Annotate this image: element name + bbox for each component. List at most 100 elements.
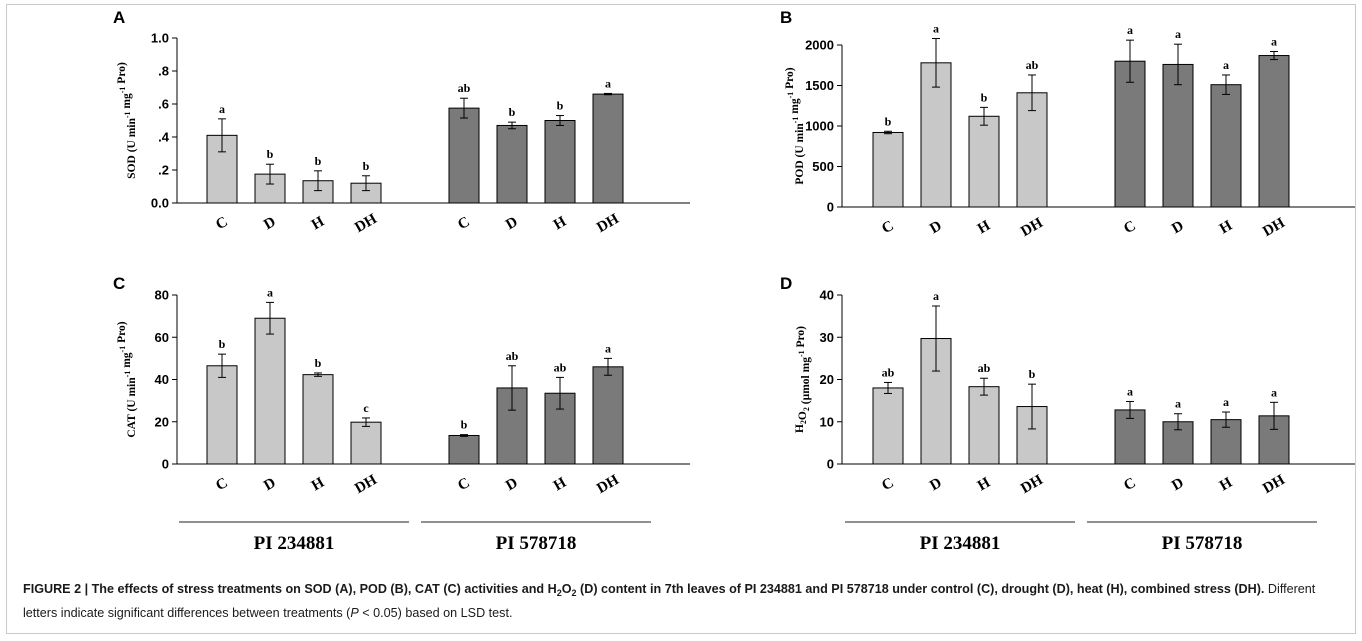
category-label: DH bbox=[352, 211, 380, 236]
significance-letter: a bbox=[1271, 34, 1277, 48]
category-label: H bbox=[309, 475, 327, 495]
y-axis-label-part: Pro) bbox=[116, 62, 128, 87]
y-axis-label: POD (U min-1 mg-1 Pro) bbox=[784, 67, 806, 184]
category-label: D bbox=[927, 218, 945, 237]
figure-frame bbox=[6, 4, 1356, 634]
bar bbox=[206, 365, 238, 465]
category-label: DH bbox=[1018, 472, 1046, 497]
significance-letter: ab bbox=[554, 360, 567, 374]
category-label: H bbox=[1217, 475, 1235, 495]
y-axis-label-part: -1 bbox=[123, 371, 132, 378]
significance-letter: b bbox=[509, 105, 516, 119]
category-label: C bbox=[879, 475, 896, 494]
significance-letter: b bbox=[461, 418, 468, 432]
y-tick-label: 60 bbox=[155, 330, 169, 345]
significance-letter: a bbox=[605, 341, 611, 355]
category-label: C bbox=[1121, 475, 1138, 494]
y-axis-label-part: Pro) bbox=[795, 326, 807, 351]
significance-letter: a bbox=[1271, 385, 1277, 399]
y-tick-label: 10 bbox=[820, 414, 834, 429]
category-label: D bbox=[503, 475, 521, 494]
y-axis-label-part: mg bbox=[121, 93, 133, 111]
y-axis-label-part: Pro) bbox=[116, 321, 128, 346]
y-axis-label-part: -1 bbox=[123, 111, 132, 118]
category-label: D bbox=[927, 475, 945, 494]
significance-letter: a bbox=[1223, 58, 1229, 72]
group-label: PI 578718 bbox=[1162, 533, 1243, 554]
significance-letter: a bbox=[1223, 395, 1229, 409]
y-tick-label: 20 bbox=[820, 372, 834, 387]
panel-letter: A bbox=[113, 8, 125, 27]
y-axis-label-part: 2 bbox=[802, 407, 811, 411]
category-label: D bbox=[261, 214, 279, 233]
significance-letter: ab bbox=[506, 349, 519, 363]
category-label: D bbox=[1169, 218, 1187, 237]
significance-letter: b bbox=[557, 99, 564, 113]
y-tick-label: 2000 bbox=[805, 38, 834, 53]
group-label: PI 578718 bbox=[496, 533, 577, 554]
panel-letter: D bbox=[780, 274, 792, 293]
significance-letter: ab bbox=[882, 365, 895, 379]
significance-letter: a bbox=[267, 285, 273, 299]
category-label: DH bbox=[594, 211, 622, 236]
bar bbox=[592, 93, 624, 204]
category-label: DH bbox=[1260, 472, 1288, 497]
panel-letter: C bbox=[113, 274, 125, 293]
y-axis-label-part: O bbox=[797, 411, 809, 420]
significance-letter: a bbox=[1175, 397, 1181, 411]
significance-letter: b bbox=[981, 90, 988, 104]
significance-letter: a bbox=[933, 289, 939, 303]
bar bbox=[448, 107, 480, 204]
bar bbox=[302, 374, 334, 465]
significance-letter: a bbox=[1175, 27, 1181, 41]
category-label: H bbox=[551, 214, 569, 234]
figure-caption: FIGURE 2 | The effects of stress treatme… bbox=[23, 579, 1353, 623]
y-axis-label-part: -1 bbox=[118, 346, 127, 353]
y-axis-label-part: CAT (U min bbox=[126, 377, 138, 438]
category-label: H bbox=[975, 475, 993, 495]
bar bbox=[206, 134, 238, 204]
group-label: PI 234881 bbox=[920, 533, 1001, 554]
y-tick-label: 1000 bbox=[805, 119, 834, 134]
significance-letter: ab bbox=[978, 361, 991, 375]
y-tick-label: 40 bbox=[820, 288, 834, 303]
caption-bold-1: FIGURE 2 | The effects of stress treatme… bbox=[23, 582, 557, 596]
y-axis-label-part: -1 bbox=[786, 92, 795, 99]
bar bbox=[1258, 55, 1290, 208]
y-tick-label: .6 bbox=[158, 97, 169, 112]
y-tick-label: 1.0 bbox=[151, 31, 169, 46]
y-axis-label: CAT (U min-1 mg-1 Pro) bbox=[116, 321, 138, 437]
bar bbox=[350, 421, 382, 465]
significance-letter: b bbox=[267, 147, 274, 161]
significance-letter: c bbox=[363, 401, 369, 415]
y-tick-label: 0 bbox=[827, 200, 834, 215]
y-axis-label-part: (µmol mg bbox=[800, 357, 812, 407]
category-label: C bbox=[455, 214, 472, 233]
y-axis-label-part: POD (U min bbox=[794, 123, 806, 185]
y-axis-label-part: Pro) bbox=[784, 67, 796, 92]
y-axis-label-part: mg bbox=[121, 352, 133, 370]
caption-italic-p: P bbox=[350, 606, 359, 620]
y-tick-label: 30 bbox=[820, 330, 834, 345]
category-label: H bbox=[551, 475, 569, 495]
y-axis-label-part: -1 bbox=[797, 350, 806, 357]
bar bbox=[544, 120, 576, 204]
bar bbox=[448, 434, 480, 465]
caption-bold-2: O bbox=[561, 582, 572, 596]
group-label: PI 234881 bbox=[254, 533, 335, 554]
significance-letter: b bbox=[315, 154, 322, 168]
bar bbox=[1162, 421, 1194, 465]
y-tick-label: 1500 bbox=[805, 78, 834, 93]
bar bbox=[872, 131, 904, 208]
significance-letter: a bbox=[219, 102, 225, 116]
significance-letter: a bbox=[605, 76, 611, 90]
significance-letter: b bbox=[885, 114, 892, 128]
y-tick-label: 80 bbox=[155, 288, 169, 303]
y-tick-label: .8 bbox=[158, 64, 169, 79]
bar bbox=[1162, 63, 1194, 208]
bar bbox=[872, 387, 904, 465]
caption-bold-3: (D) content in 7th leaves of PI 234881 a… bbox=[576, 582, 1265, 596]
